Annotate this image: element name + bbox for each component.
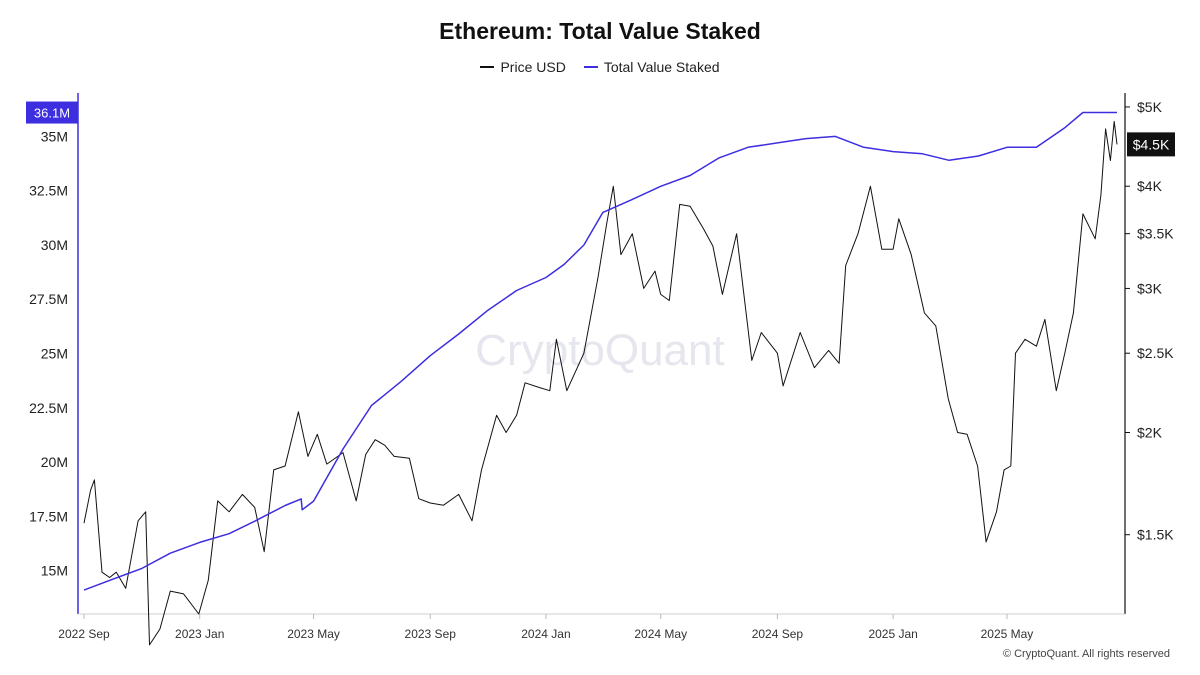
left-last-value-label: 36.1M <box>34 106 70 121</box>
left-tick-label: 22.5M <box>29 400 68 416</box>
watermark-layer: CryptoQuant <box>475 326 724 375</box>
legend-swatch-staked <box>583 66 598 68</box>
right-tick-label: $5K <box>1137 99 1163 115</box>
left-tick-label: 27.5M <box>29 291 68 307</box>
x-tick-label: 2023 Sep <box>405 627 457 641</box>
axes-layer: 15M 17.5M 20M 22.5M 25M 27.5M 30M 32.5M 35M $1.5K… <box>29 93 1174 641</box>
chart-title: Ethereum: Total Value Staked <box>439 18 761 44</box>
legend-item-price[interactable]: Price USD <box>480 59 566 75</box>
legend-item-staked[interactable]: Total Value Staked <box>583 59 720 75</box>
left-tick-label: 30M <box>41 237 68 253</box>
legend: Price USD Total Value Staked <box>0 59 1200 75</box>
watermark-text: CryptoQuant <box>475 326 724 375</box>
x-tick-label: 2023 May <box>287 627 340 641</box>
x-tick-label: 2024 Sep <box>752 627 804 641</box>
legend-label-price: Price USD <box>500 59 566 75</box>
right-last-value-badge <box>1127 132 1175 157</box>
labels-layer: 36.1M $4.5K <box>26 101 1175 157</box>
left-tick-label: 25M <box>41 346 68 362</box>
left-tick-label: 17.5M <box>29 508 68 524</box>
right-tick-label: $4K <box>1137 178 1163 194</box>
left-tick-label: 35M <box>41 128 68 144</box>
left-tick-label: 32.5M <box>29 183 68 199</box>
right-tick-label: $1.5K <box>1137 527 1174 543</box>
copyright-text: © CryptoQuant. All rights reserved <box>1002 648 1170 660</box>
right-tick-label: $2.5K <box>1137 345 1174 361</box>
right-tick-label: $3.5K <box>1137 226 1174 242</box>
legend-swatch-price <box>480 66 495 68</box>
left-last-value-badge <box>26 101 78 124</box>
total-value-staked-line <box>83 111 1117 591</box>
series-layer <box>83 111 1118 646</box>
x-tick-label: 2024 May <box>634 627 687 641</box>
left-tick-label: 20M <box>41 454 68 470</box>
right-tick-label: $2K <box>1137 425 1163 441</box>
right-tick-label: $3K <box>1137 280 1163 296</box>
right-last-value-label: $4.5K <box>1133 136 1170 152</box>
left-tick-label: 15M <box>41 563 68 579</box>
x-tick-label: 2022 Sep <box>58 627 110 641</box>
x-tick-label: 2025 May <box>981 627 1034 641</box>
x-tick-label: 2023 Jan <box>175 627 224 641</box>
price-usd-line <box>83 120 1118 646</box>
legend-label-staked: Total Value Staked <box>603 59 720 75</box>
x-tick-label: 2025 Jan <box>868 627 917 641</box>
x-tick-label: 2024 Jan <box>521 627 570 641</box>
